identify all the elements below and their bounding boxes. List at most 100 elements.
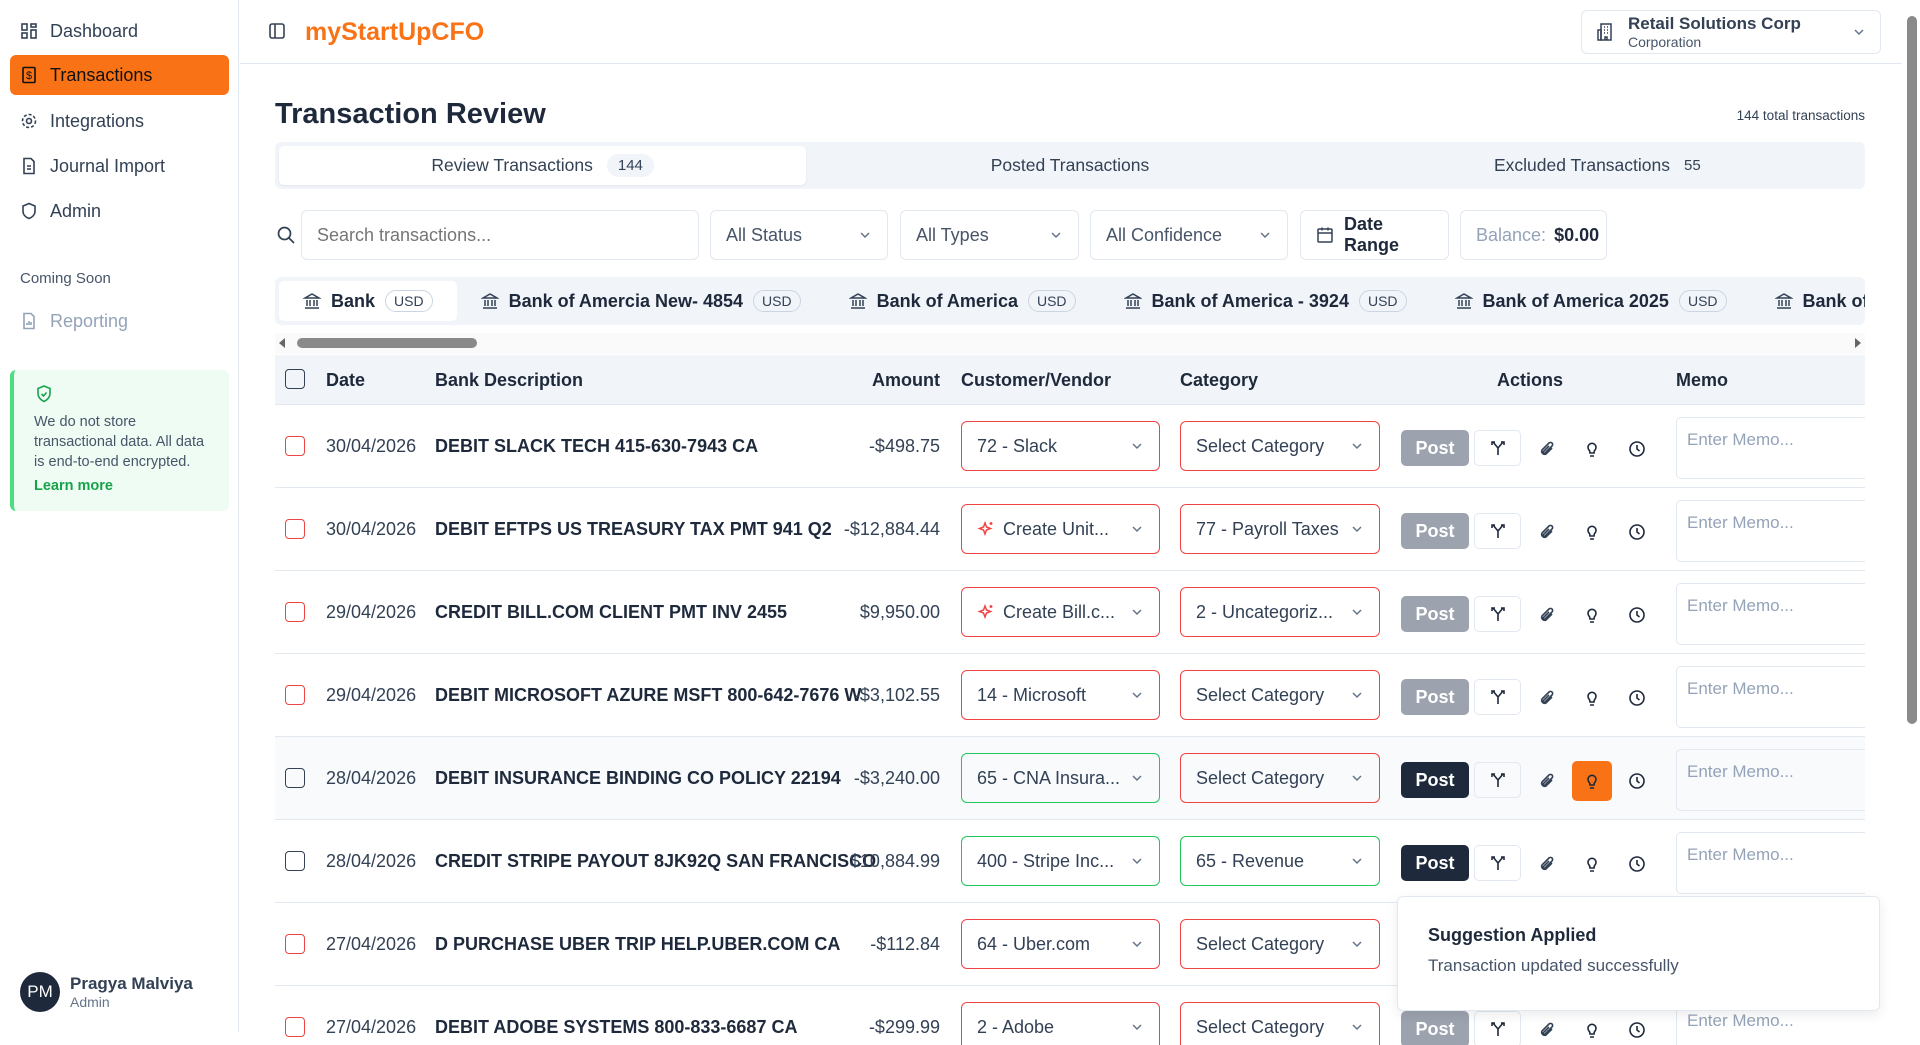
type-filter[interactable]: All Types	[900, 210, 1079, 260]
sidebar-item-label: Reporting	[50, 310, 129, 331]
category-select[interactable]: Select Category	[1180, 421, 1380, 471]
vendor-select[interactable]: 72 - Slack	[961, 421, 1160, 471]
tab-review[interactable]: Review Transactions 144	[279, 146, 807, 185]
attachment-icon[interactable]	[1533, 518, 1561, 546]
category-select[interactable]: 65 - Revenue	[1180, 836, 1380, 886]
history-icon[interactable]	[1623, 1016, 1651, 1044]
attachment-icon[interactable]	[1533, 601, 1561, 629]
vendor-select[interactable]: Create Bill.c...	[961, 587, 1160, 637]
lightbulb-icon[interactable]	[1578, 601, 1606, 629]
bank-tab[interactable]: Bank of Amercia New- 4854 USD	[457, 281, 825, 321]
post-button[interactable]: Post	[1401, 596, 1469, 632]
category-select[interactable]: Select Category	[1180, 670, 1380, 720]
category-value: 2 - Uncategoriz...	[1196, 601, 1334, 622]
split-button[interactable]	[1474, 845, 1521, 881]
tab-posted[interactable]: Posted Transactions	[806, 146, 1333, 185]
select-all-checkbox[interactable]	[285, 369, 305, 389]
user-profile[interactable]: PM Pragya Malviya Admin	[20, 972, 193, 1012]
split-button[interactable]	[1474, 513, 1521, 549]
category-select[interactable]: 2 - Uncategoriz...	[1180, 587, 1380, 637]
header-vendor: Customer/Vendor	[961, 370, 1112, 390]
category-select[interactable]: Select Category	[1180, 1002, 1380, 1045]
split-button[interactable]	[1474, 1011, 1521, 1045]
category-select[interactable]: 77 - Payroll Taxes	[1180, 504, 1380, 554]
tab-excluded[interactable]: Excluded Transactions 55	[1334, 146, 1861, 185]
vendor-select[interactable]: 14 - Microsoft	[961, 670, 1160, 720]
status-filter[interactable]: All Status	[710, 210, 888, 260]
date-range-button[interactable]: Date Range	[1300, 210, 1449, 260]
search-input[interactable]	[301, 210, 699, 260]
memo-input[interactable]: Enter Memo...	[1676, 417, 1865, 479]
sidebar-item-journal-import[interactable]: Journal Import	[10, 146, 229, 186]
scrollbar-thumb[interactable]	[297, 338, 477, 348]
row-checkbox[interactable]	[285, 519, 305, 539]
confidence-filter[interactable]: All Confidence	[1090, 210, 1288, 260]
sidebar-toggle-icon[interactable]	[268, 22, 286, 40]
vendor-value: 14 - Microsoft	[977, 684, 1087, 705]
row-checkbox[interactable]	[285, 934, 305, 954]
memo-input[interactable]: Enter Memo...	[1676, 583, 1865, 645]
memo-input[interactable]: Enter Memo...	[1676, 832, 1865, 894]
split-button[interactable]	[1474, 430, 1521, 466]
post-button[interactable]: Post	[1401, 1011, 1469, 1045]
organization-selector[interactable]: Retail Solutions Corp Corporation	[1581, 10, 1881, 54]
scroll-left-arrow[interactable]	[279, 338, 285, 348]
sidebar-item-transactions[interactable]: $ Transactions	[10, 55, 229, 95]
lightbulb-icon[interactable]	[1578, 435, 1606, 463]
sidebar-item-admin[interactable]: Admin	[10, 191, 229, 231]
bank-tab[interactable]: Bank USD	[279, 281, 457, 321]
row-checkbox[interactable]	[285, 436, 305, 456]
post-button[interactable]: Post	[1401, 845, 1469, 881]
category-select[interactable]: Select Category	[1180, 919, 1380, 969]
learn-more-link[interactable]: Learn more	[34, 478, 113, 494]
row-checkbox[interactable]	[285, 768, 305, 788]
row-checkbox[interactable]	[285, 851, 305, 871]
horizontal-scrollbar[interactable]	[275, 333, 1865, 354]
split-button[interactable]	[1474, 679, 1521, 715]
post-button[interactable]: Post	[1401, 762, 1469, 798]
scroll-right-arrow[interactable]	[1855, 338, 1861, 348]
vendor-select[interactable]: Create Unit...	[961, 504, 1160, 554]
history-icon[interactable]	[1623, 684, 1651, 712]
bank-tab[interactable]: Bank of America 2025 USD	[1431, 281, 1751, 321]
attachment-icon[interactable]	[1533, 684, 1561, 712]
lightbulb-icon[interactable]	[1572, 761, 1612, 801]
attachment-icon[interactable]	[1533, 435, 1561, 463]
vendor-select[interactable]: 2 - Adobe	[961, 1002, 1160, 1045]
category-value: Select Category	[1196, 435, 1325, 456]
history-icon[interactable]	[1623, 601, 1651, 629]
bank-tab[interactable]: Bank of America USD	[825, 281, 1100, 321]
vertical-scrollbar[interactable]	[1902, 0, 1920, 1032]
memo-input[interactable]: Enter Memo...	[1676, 666, 1865, 728]
history-icon[interactable]	[1623, 435, 1651, 463]
vendor-select[interactable]: 400 - Stripe Inc...	[961, 836, 1160, 886]
history-icon[interactable]	[1623, 518, 1651, 546]
scrollbar-thumb[interactable]	[1907, 16, 1917, 724]
lightbulb-icon[interactable]	[1578, 518, 1606, 546]
attachment-icon[interactable]	[1533, 767, 1561, 795]
lightbulb-icon[interactable]	[1578, 684, 1606, 712]
history-icon[interactable]	[1623, 767, 1651, 795]
vendor-select[interactable]: 64 - Uber.com	[961, 919, 1160, 969]
bank-tab[interactable]: Bank of America 3	[1751, 281, 1865, 321]
split-button[interactable]	[1474, 762, 1521, 798]
lightbulb-icon[interactable]	[1578, 850, 1606, 878]
sidebar-item-integrations[interactable]: Integrations	[10, 101, 229, 141]
memo-input[interactable]: Enter Memo...	[1676, 500, 1865, 562]
row-checkbox[interactable]	[285, 602, 305, 622]
row-checkbox[interactable]	[285, 685, 305, 705]
attachment-icon[interactable]	[1533, 1016, 1561, 1044]
sidebar-item-dashboard[interactable]: Dashboard	[10, 11, 229, 51]
history-icon[interactable]	[1623, 850, 1651, 878]
post-button[interactable]: Post	[1401, 513, 1469, 549]
post-button[interactable]: Post	[1401, 679, 1469, 715]
lightbulb-icon[interactable]	[1578, 1016, 1606, 1044]
attachment-icon[interactable]	[1533, 850, 1561, 878]
vendor-select[interactable]: 65 - CNA Insura...	[961, 753, 1160, 803]
bank-tab[interactable]: Bank of America - 3924 USD	[1100, 281, 1431, 321]
split-button[interactable]	[1474, 596, 1521, 632]
post-button[interactable]: Post	[1401, 430, 1469, 466]
category-select[interactable]: Select Category	[1180, 753, 1380, 803]
row-checkbox[interactable]	[285, 1017, 305, 1037]
memo-input[interactable]: Enter Memo...	[1676, 749, 1865, 811]
